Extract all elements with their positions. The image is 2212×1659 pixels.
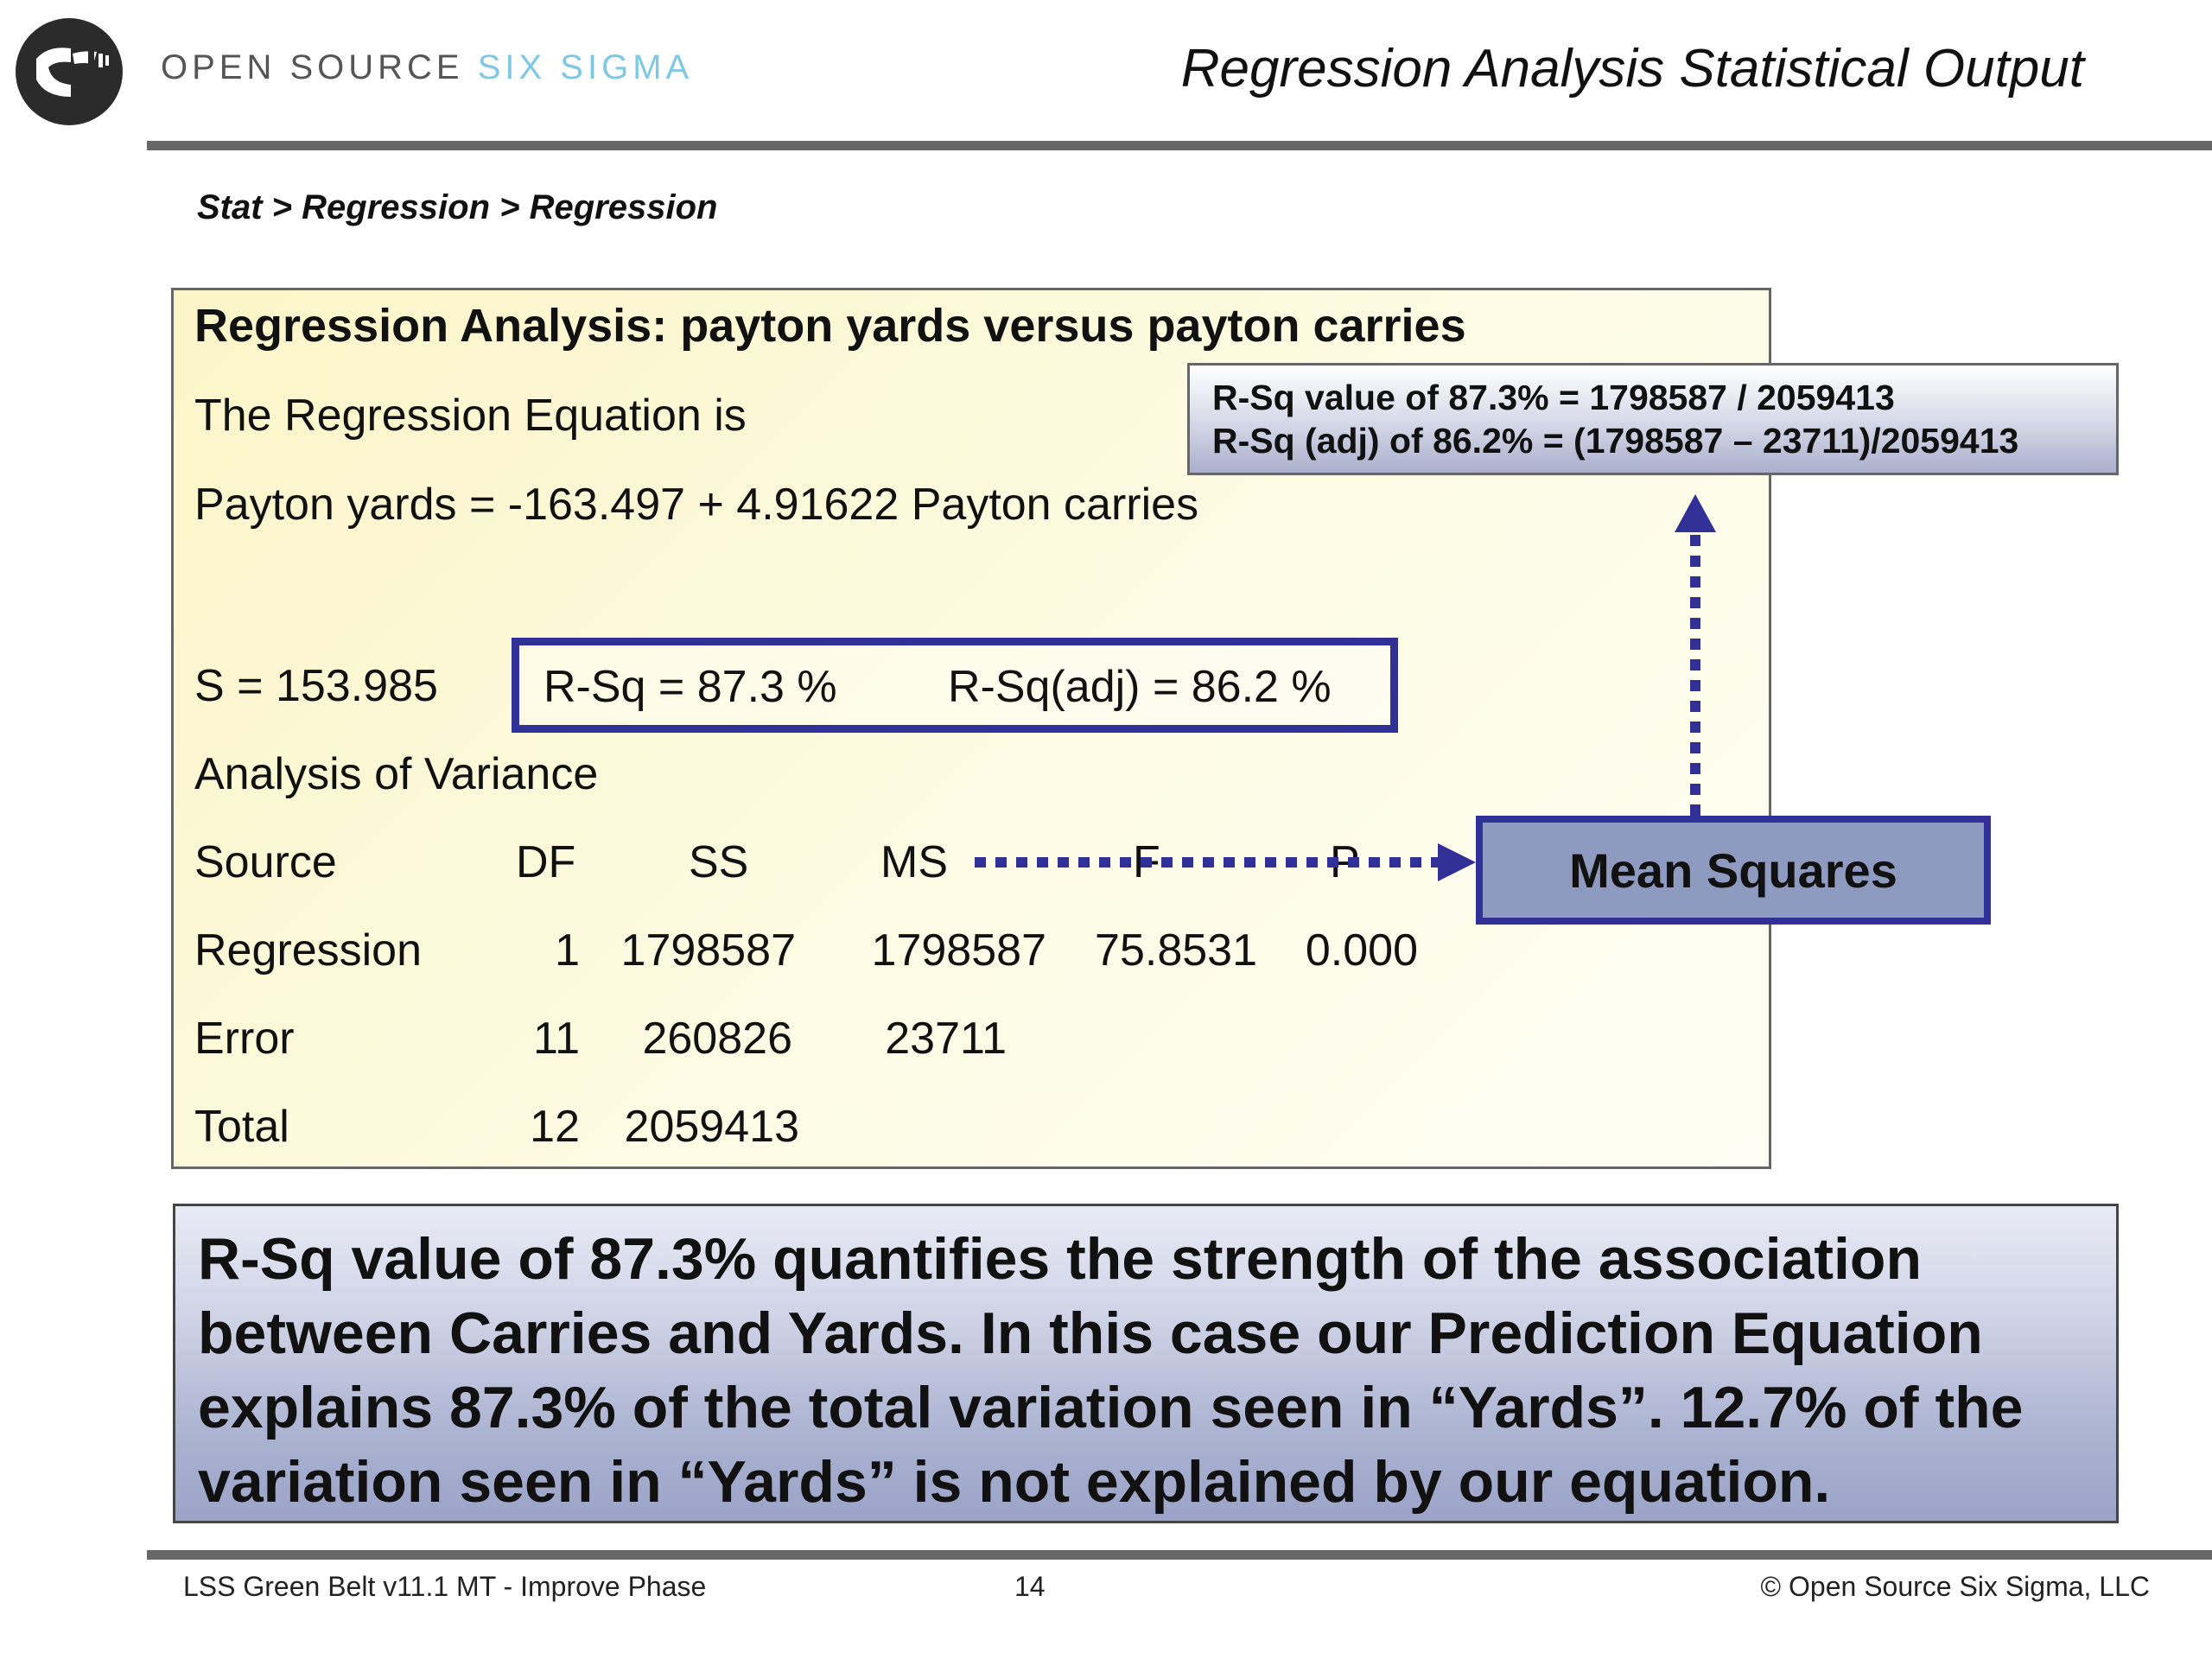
- anova-row-regression-source: Regression: [194, 925, 423, 976]
- anova-row-error-ms: 23711: [885, 1014, 1007, 1064]
- anova-row-regression-ms: 1798587: [871, 925, 1046, 976]
- brand-name-accent: SIX SIGMA: [477, 48, 694, 86]
- summary-text: R-Sq value of 87.3% quantifies the stren…: [198, 1226, 2024, 1515]
- brand-name-main: OPEN SOURCE: [161, 48, 478, 86]
- rsq-formula-callout: R-Sq value of 87.3% = 1798587 / 2059413 …: [1187, 363, 2119, 475]
- anova-header-p: P: [1330, 837, 1360, 887]
- equation-label: The Regression Equation is: [194, 391, 747, 441]
- anova-header-ss: SS: [689, 837, 749, 887]
- anova-row-error-df: 11: [533, 1014, 580, 1064]
- footer-course: LSS Green Belt v11.1 MT - Improve Phase: [183, 1571, 707, 1602]
- rsq-highlight-box: R-Sq = 87.3 % R-Sq(adj) = 86.2 %: [512, 638, 1398, 733]
- anova-row-regression-p: 0.000: [1305, 925, 1418, 976]
- footer-page-number: 14: [1014, 1571, 1046, 1602]
- regression-equation: Payton yards = -163.497 + 4.91622 Payton…: [194, 480, 1199, 530]
- rsq-formula-line: R-Sq value of 87.3% = 1798587 / 2059413: [1212, 378, 1895, 417]
- menu-path: Stat > Regression > Regression: [197, 188, 718, 226]
- output-heading: Regression Analysis: payton yards versus…: [194, 300, 1466, 352]
- anova-title: Analysis of Variance: [194, 749, 599, 799]
- footer-copyright: © Open Source Six Sigma, LLC: [1760, 1571, 2150, 1602]
- brand-name: OPEN SOURCE SIX SIGMA: [161, 48, 693, 87]
- footer-divider: [147, 1550, 2212, 1560]
- anova-header-source: Source: [194, 837, 337, 887]
- mean-squares-label: Mean Squares: [1569, 842, 1897, 898]
- company-logo: [14, 14, 124, 130]
- slide-title: Regression Analysis Statistical Output: [1180, 39, 2084, 99]
- anova-row-total-source: Total: [194, 1102, 289, 1152]
- anova-header-ms: MS: [880, 837, 948, 887]
- anova-row-regression-f: 75.8531: [1095, 925, 1257, 976]
- rsq-value: R-Sq = 87.3 %: [543, 662, 837, 712]
- anova-header-f: F: [1133, 837, 1160, 887]
- summary-box: R-Sq value of 87.3% quantifies the stren…: [173, 1204, 2119, 1523]
- anova-header-df: DF: [516, 837, 576, 887]
- mean-squares-label-box: Mean Squares: [1476, 816, 1991, 925]
- anova-row-regression-ss: 1798587: [620, 925, 796, 976]
- rsq-adj-value: R-Sq(adj) = 86.2 %: [948, 662, 1332, 712]
- anova-row-error-source: Error: [194, 1014, 295, 1064]
- anova-row-error-ss: 260826: [642, 1014, 792, 1064]
- rsq-adj-formula-line: R-Sq (adj) of 86.2% = (1798587 – 23711)/…: [1212, 421, 2019, 461]
- anova-row-total-df: 12: [530, 1102, 580, 1152]
- header-divider: [147, 141, 2212, 150]
- anova-row-regression-df: 1: [555, 925, 580, 976]
- anova-row-total-ss: 2059413: [624, 1102, 799, 1152]
- s-statistic: S = 153.985: [194, 661, 438, 711]
